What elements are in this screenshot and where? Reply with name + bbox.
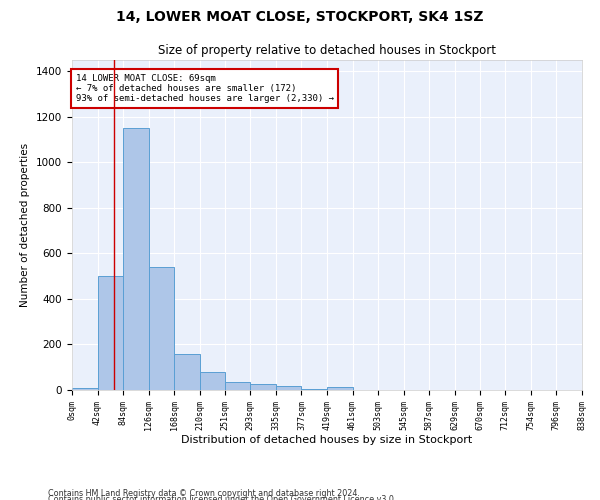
Bar xyxy=(250,384,276,390)
Bar xyxy=(149,267,174,390)
Bar xyxy=(225,382,250,390)
Text: Contains public sector information licensed under the Open Government Licence v3: Contains public sector information licen… xyxy=(48,495,397,500)
Bar xyxy=(98,276,123,390)
Bar xyxy=(200,372,225,390)
Title: Size of property relative to detached houses in Stockport: Size of property relative to detached ho… xyxy=(158,44,496,58)
Text: 14, LOWER MOAT CLOSE, STOCKPORT, SK4 1SZ: 14, LOWER MOAT CLOSE, STOCKPORT, SK4 1SZ xyxy=(116,10,484,24)
Bar xyxy=(327,386,353,390)
Bar xyxy=(276,386,301,390)
Text: Contains HM Land Registry data © Crown copyright and database right 2024.: Contains HM Land Registry data © Crown c… xyxy=(48,488,360,498)
Bar xyxy=(301,389,327,390)
X-axis label: Distribution of detached houses by size in Stockport: Distribution of detached houses by size … xyxy=(181,436,473,446)
Text: 14 LOWER MOAT CLOSE: 69sqm
← 7% of detached houses are smaller (172)
93% of semi: 14 LOWER MOAT CLOSE: 69sqm ← 7% of detac… xyxy=(76,74,334,104)
Bar xyxy=(72,388,98,390)
Bar xyxy=(123,128,149,390)
Bar xyxy=(174,354,200,390)
Y-axis label: Number of detached properties: Number of detached properties xyxy=(20,143,31,307)
